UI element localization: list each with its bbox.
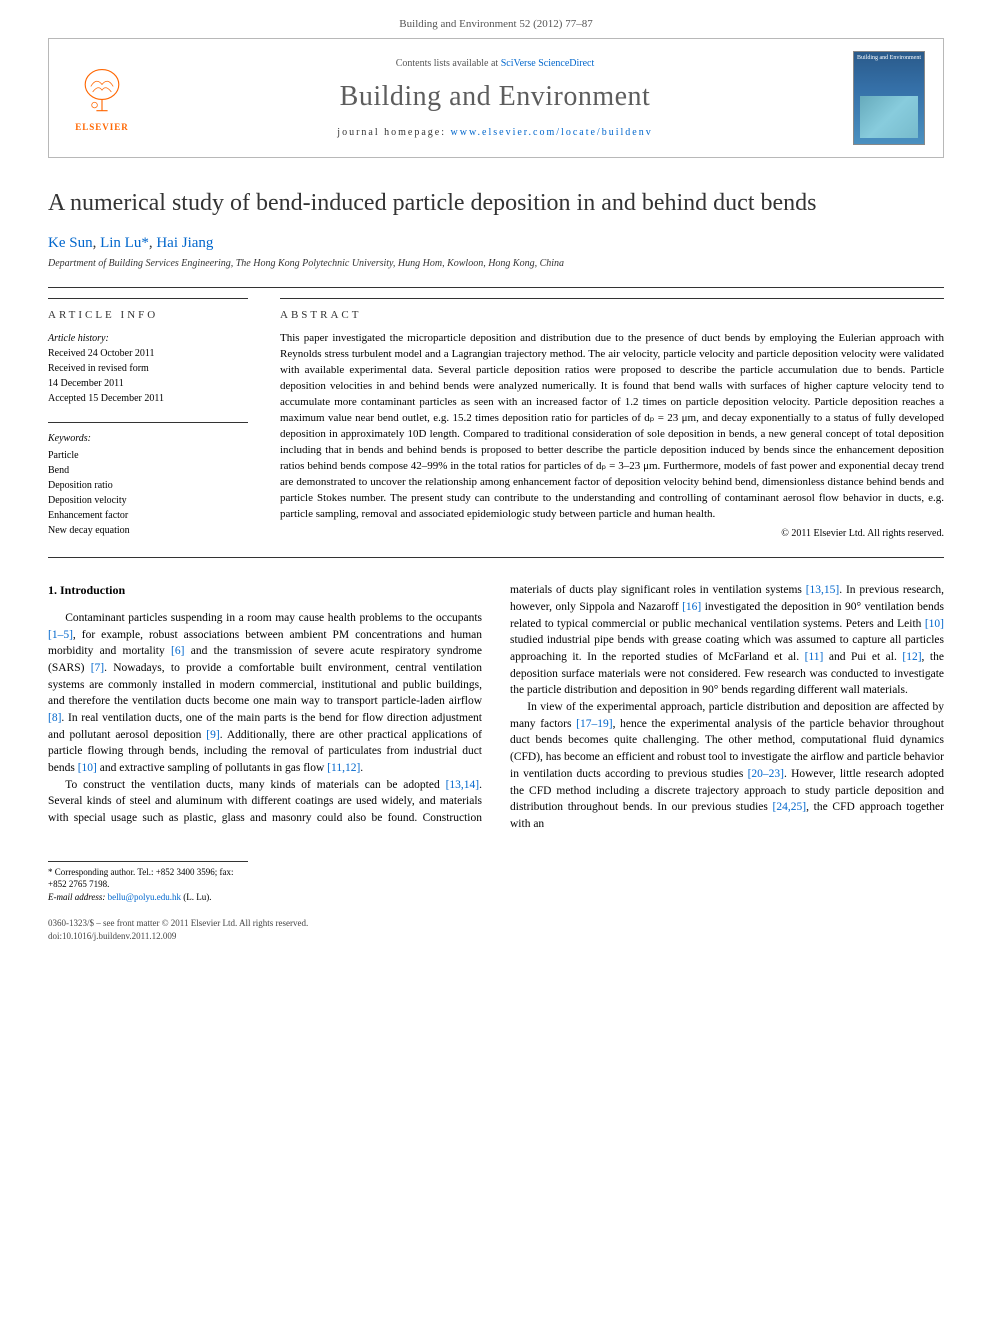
citation-link[interactable]: [17–19]	[576, 718, 612, 730]
footnote-email-name: (L. Lu).	[181, 892, 212, 902]
article-title: A numerical study of bend-induced partic…	[48, 188, 944, 219]
keyword: New decay equation	[48, 523, 248, 538]
history-line: Received in revised form	[48, 361, 248, 376]
author-list: Ke Sun, Lin Lu*, Hai Jiang	[48, 235, 944, 252]
journal-name: Building and Environment	[137, 81, 853, 113]
citation-link[interactable]: [13,14]	[446, 779, 480, 791]
author-link[interactable]: Lin Lu	[100, 235, 141, 251]
citation-link[interactable]: [20–23]	[748, 768, 784, 780]
elsevier-logo: ELSEVIER	[67, 58, 137, 138]
keyword: Deposition velocity	[48, 493, 248, 508]
homepage-prefix: journal homepage:	[337, 127, 450, 138]
footnote-email-label: E-mail address:	[48, 892, 108, 902]
homepage-link[interactable]: www.elsevier.com/locate/buildenv	[451, 127, 653, 138]
keyword: Enhancement factor	[48, 508, 248, 523]
article-info-column: ARTICLE INFO Article history: Received 2…	[48, 298, 248, 539]
elsevier-label: ELSEVIER	[75, 122, 129, 132]
citation-link[interactable]: [24,25]	[773, 801, 807, 813]
abstract-heading: ABSTRACT	[280, 309, 944, 321]
abstract-copyright: © 2011 Elsevier Ltd. All rights reserved…	[280, 528, 944, 539]
citation-link[interactable]: [10]	[78, 762, 97, 774]
cover-image	[860, 96, 918, 138]
doi-line: doi:10.1016/j.buildenv.2011.12.009	[48, 930, 944, 943]
contents-prefix: Contents lists available at	[396, 58, 501, 69]
journal-reference: Building and Environment 52 (2012) 77–87	[0, 0, 992, 38]
front-matter-line: 0360-1323/$ – see front matter © 2011 El…	[48, 917, 944, 930]
journal-cover-thumbnail: Building and Environment	[853, 51, 925, 145]
body-columns: 1. Introduction Contaminant particles su…	[48, 582, 944, 832]
citation-link[interactable]: [9]	[206, 729, 219, 741]
text-run: and Pui et al.	[823, 651, 902, 663]
keywords-label: Keywords:	[48, 431, 248, 446]
author-link[interactable]: Ke Sun	[48, 235, 93, 251]
author-link[interactable]: Hai Jiang	[156, 235, 213, 251]
citation-link[interactable]: [10]	[925, 618, 944, 630]
elsevier-tree-icon	[74, 64, 130, 120]
history-line: Received 24 October 2011	[48, 346, 248, 361]
citation-link[interactable]: [16]	[682, 601, 701, 613]
citation-link[interactable]: [11]	[805, 651, 824, 663]
footnote-tel: +852 3400 3596	[156, 867, 215, 877]
text-run: Contaminant particles suspending in a ro…	[65, 612, 482, 624]
paragraph: In view of the experimental approach, pa…	[510, 699, 944, 832]
footnote-label: * Corresponding author. Tel.:	[48, 867, 156, 877]
article-info-heading: ARTICLE INFO	[48, 309, 248, 321]
history-line: 14 December 2011	[48, 376, 248, 391]
header-center: Contents lists available at SciVerse Sci…	[137, 58, 853, 138]
history-label: Article history:	[48, 331, 248, 346]
text-run: . Nowadays, to provide a comfortable bui…	[48, 662, 482, 707]
footer: 0360-1323/$ – see front matter © 2011 El…	[48, 917, 944, 942]
citation-link[interactable]: [7]	[91, 662, 104, 674]
section-heading: 1. Introduction	[48, 582, 482, 599]
keyword: Deposition ratio	[48, 478, 248, 493]
corresponding-marker[interactable]: *	[141, 235, 149, 251]
paragraph: Contaminant particles suspending in a ro…	[48, 610, 482, 777]
cover-title: Building and Environment	[857, 55, 921, 62]
corresponding-author-footnote: * Corresponding author. Tel.: +852 3400 …	[48, 861, 248, 904]
keyword: Particle	[48, 448, 248, 463]
homepage-line: journal homepage: www.elsevier.com/locat…	[137, 127, 853, 138]
affiliation: Department of Building Services Engineer…	[48, 258, 944, 269]
keyword: Bend	[48, 463, 248, 478]
footnote-fax: +852 2765 7198	[48, 879, 107, 889]
abstract-column: ABSTRACT This paper investigated the mic…	[280, 298, 944, 539]
text-run: To construct the ventilation ducts, many…	[65, 779, 445, 791]
email-link[interactable]: bellu@polyu.edu.hk	[108, 892, 181, 902]
citation-link[interactable]: [12]	[902, 651, 921, 663]
citation-link[interactable]: [6]	[171, 645, 184, 657]
article-history: Article history: Received 24 October 201…	[48, 331, 248, 406]
citation-link[interactable]: [8]	[48, 712, 61, 724]
sciencedirect-link[interactable]: SciVerse ScienceDirect	[501, 58, 595, 69]
abstract-text: This paper investigated the microparticl…	[280, 331, 944, 522]
divider	[48, 557, 944, 558]
contents-line: Contents lists available at SciVerse Sci…	[137, 58, 853, 69]
history-line: Accepted 15 December 2011	[48, 391, 248, 406]
text-run: .	[360, 762, 363, 774]
footnote-fax-label: ; fax:	[215, 867, 234, 877]
citation-link[interactable]: [13,15]	[806, 584, 840, 596]
keywords-block: Keywords: Particle Bend Deposition ratio…	[48, 422, 248, 538]
citation-link[interactable]: [1–5]	[48, 629, 73, 641]
journal-header: ELSEVIER Contents lists available at Sci…	[48, 38, 944, 158]
text-run: and extractive sampling of pollutants in…	[97, 762, 327, 774]
info-abstract-row: ARTICLE INFO Article history: Received 2…	[48, 288, 944, 557]
citation-link[interactable]: [11,12]	[327, 762, 360, 774]
